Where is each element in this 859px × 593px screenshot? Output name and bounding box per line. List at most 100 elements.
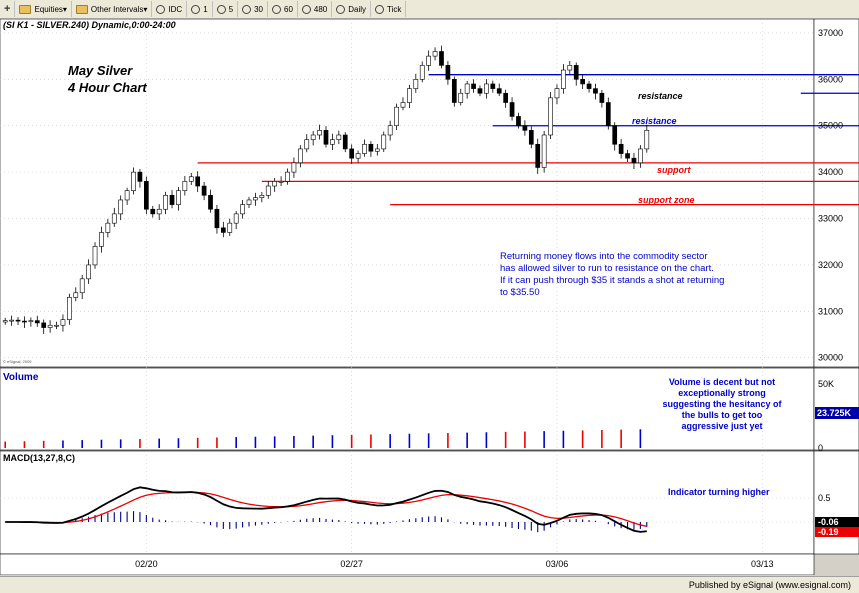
candle-body [220,227,226,233]
toolbar-item-3[interactable]: IDC [152,1,188,17]
candle-body [99,232,104,247]
macd-title: MACD(13,27,8,C) [3,453,75,463]
candle-body [605,102,611,127]
candle-body [368,143,374,152]
price-tick-label: 35000 [818,121,843,131]
candle-body [439,51,444,66]
candle-body [580,79,585,85]
toolbar-item-6[interactable]: 30 [238,1,268,17]
candle-body [593,88,598,94]
annotation-resistance: resistance [632,116,677,126]
toolbar-item-label: 5 [228,4,234,14]
macd-lines [5,486,648,533]
candle-body [362,143,367,154]
chart-title: May Silver [68,63,133,78]
toolbar-item-1[interactable]: Equities ▾ [15,1,72,17]
candle-body [535,143,541,168]
macd-last-value: -0.19 [818,527,839,537]
candle-body [612,125,618,145]
candle-body [73,292,79,298]
footer-text: Published by eSignal (www.esignal.com) [688,580,851,590]
clock-icon [375,4,385,14]
toolbar-item-0[interactable]: + [0,1,16,17]
note-line: the bulls to get too [682,410,763,420]
candle-body [342,134,348,150]
date-axis [0,553,815,576]
toolbar-item-2[interactable]: Other Intervals ▾ [72,1,153,17]
note-line: aggressive just yet [681,421,762,431]
price-tick-label: 30000 [818,353,843,363]
price-tick-label: 31000 [818,306,843,316]
symbol-header: (SI K1 - SILVER.240) Dynamic,0:00-24:00 [3,20,176,30]
candle-body [387,125,393,136]
candle-body [618,143,624,154]
clock-icon [301,4,311,14]
candle-body [631,157,637,164]
clock-icon [216,4,226,14]
price-note: Returning money flows into the commodity… [500,251,724,298]
candle-body [118,199,124,215]
candle-body [471,83,476,89]
macd-tick-label: 0.5 [818,493,831,503]
toolbar: + Equities ▾ Other Intervals ▾ IDC 1 5 30 60 480… [0,0,859,19]
candle-body [374,148,380,152]
candle-body [567,65,573,71]
candle-body [195,176,201,187]
toolbar-item-9[interactable]: Daily [332,1,372,17]
macd-last-box [815,527,859,537]
candle-body [394,106,399,127]
price-tick-label: 37000 [818,28,843,38]
candle-body [451,79,457,103]
plus-icon: + [4,3,11,15]
volume-last-value: 23.725K [817,408,852,418]
labels: 37000 36000 35000 34000 33000 32000 31000 30000… [135,28,859,569]
candle-body [169,195,175,205]
candle-body [528,130,534,145]
clock-icon [191,4,201,14]
clock-icon [336,4,346,14]
macd-last-box [815,517,859,527]
toolbar-item-label: Tick [387,4,402,14]
watermark: © eSignal, 2009 [3,359,32,364]
candle-body [208,195,213,210]
candle-body [285,171,290,182]
candle-body [509,102,515,117]
toolbar-item-10[interactable]: Tick [371,1,407,17]
levels [197,74,859,206]
toolbar-item-label: Other Intervals [90,4,144,14]
candle-body [240,204,245,215]
date-tick-label: 03/06 [546,559,569,569]
price-tick-label: 34000 [818,167,843,177]
chart-subtitle: 4 Hour Chart [67,80,147,95]
candle-body [79,278,85,294]
toolbar-item-label: IDC [168,4,183,14]
candle-body [34,320,40,324]
footer: Published by eSignal (www.esignal.com) [0,576,859,593]
candle-body [458,92,464,103]
candle-body [503,92,508,103]
candle-body [355,153,361,159]
signal-line [5,491,647,527]
macd-note: Indicator turning higher [668,487,770,497]
candle-body [2,320,8,323]
toolbar-item-label: Daily [348,4,367,14]
candle-body [278,181,284,183]
candle-body [9,319,14,322]
candle-body [477,88,483,94]
toolbar-item-8[interactable]: 480 [298,1,333,17]
candle-body [15,319,21,322]
macd-line [5,486,647,533]
candle-body [137,171,143,182]
date-tick-label: 03/13 [751,559,774,569]
candle-body [92,246,98,266]
candle-body [586,83,592,89]
price-tick-label: 32000 [818,260,843,270]
toolbar-item-5[interactable]: 5 [213,1,239,17]
candle-body [176,190,181,205]
toolbar-item-4[interactable]: 1 [187,1,213,17]
folder-icon [75,4,88,14]
toolbar-item-label: 60 [284,4,293,14]
candle-body [28,320,34,322]
toolbar-item-7[interactable]: 60 [268,1,298,17]
toolbar-item-label: 30 [254,4,263,14]
